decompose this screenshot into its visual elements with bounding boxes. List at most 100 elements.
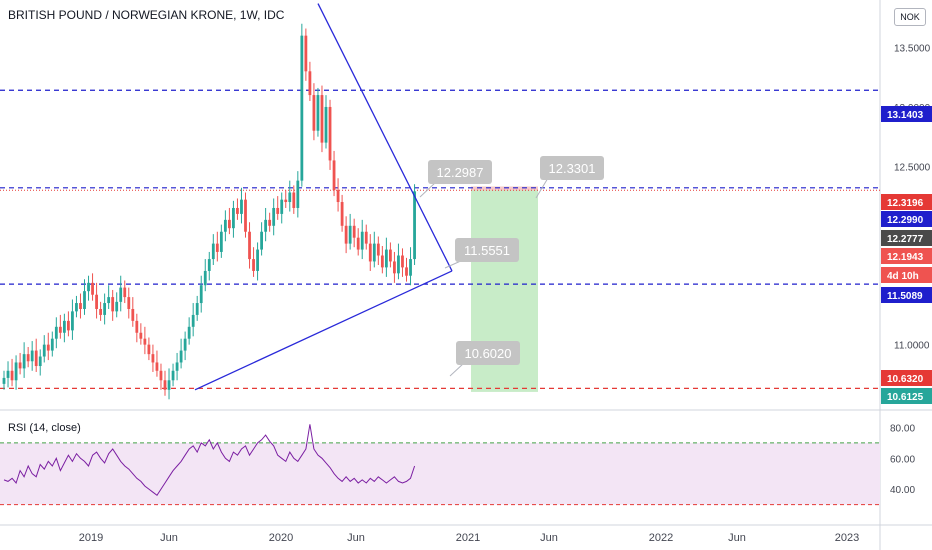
time-label: 2023 [835, 532, 859, 544]
candle-body [42, 344, 46, 357]
time-label: 2022 [649, 532, 673, 544]
price-badge-6: 11.5089 [887, 291, 923, 302]
candle-body [312, 95, 316, 131]
candle-body [215, 243, 219, 252]
rsi-tick: 60.00 [890, 454, 915, 465]
rsi-label: RSI (14, close) [8, 422, 81, 434]
candle-body [67, 320, 70, 331]
candle-body [348, 225, 352, 244]
candle-body [207, 259, 211, 271]
candle-body [219, 231, 223, 252]
candle-body [296, 180, 300, 208]
candle-body [18, 362, 22, 369]
candle-body [401, 255, 404, 268]
candle-body [171, 370, 175, 381]
candle-body [304, 35, 308, 72]
candle-body [252, 259, 255, 271]
callout-pointer [419, 181, 437, 198]
price-tick: 11.0000 [894, 341, 930, 352]
candle-body [284, 199, 288, 203]
currency-badge[interactable]: NOK [894, 8, 926, 26]
candle-body [107, 297, 111, 304]
callout-pointer [535, 177, 549, 199]
price-badge-6-bg [881, 287, 932, 303]
candle-body [236, 207, 239, 214]
candle-body [372, 243, 376, 262]
price-badge-3-bg [881, 230, 932, 246]
candle-body [316, 95, 320, 131]
candle-body [79, 303, 82, 309]
candle-body [54, 326, 58, 339]
candle-body [364, 231, 368, 244]
candle-body [332, 160, 336, 191]
candle-body [91, 282, 94, 295]
candle-body [46, 344, 50, 351]
callout-12-3301-box [540, 156, 604, 180]
candle-body [103, 303, 107, 315]
price-tick: 12.5000 [894, 162, 931, 173]
chart-title: BRITISH POUND / NORWEGIAN KRONE, 1W, IDC [8, 8, 285, 22]
price-badge-0: 13.1403 [887, 110, 924, 121]
candle-body [71, 311, 74, 331]
candle-body [380, 255, 384, 268]
stop-zone [471, 186, 538, 191]
candle-body [123, 287, 127, 298]
candle-body [360, 231, 364, 250]
callout-12-2987-box [428, 160, 492, 184]
rsi-band [0, 442, 880, 505]
candle-body [167, 380, 171, 390]
candle-body [127, 297, 131, 309]
candle-body [320, 95, 324, 143]
candle-body [83, 291, 86, 309]
candle-body [135, 320, 139, 333]
candle-body [14, 362, 18, 381]
candle-body [409, 259, 412, 276]
candle-body [34, 350, 38, 367]
time-label: Jun [728, 532, 746, 544]
candle-body [139, 332, 143, 339]
price-badge-4-bg [881, 248, 932, 264]
candle-body [232, 207, 235, 229]
candle-body [376, 243, 380, 256]
price-badge-3: 12.2777 [887, 234, 924, 245]
callout-pointer [449, 362, 465, 377]
candle-body [384, 249, 388, 268]
callout-10-6020-text: 10.6020 [465, 346, 512, 361]
candle-body [272, 207, 276, 226]
candle-body [308, 71, 312, 96]
candle-body [328, 106, 332, 161]
callout-12-2987-text: 12.2987 [437, 165, 484, 180]
candle-body [155, 362, 159, 371]
candle-body [143, 338, 147, 345]
candle-body [99, 308, 102, 315]
candle-body [292, 192, 296, 208]
candle-body [22, 354, 26, 369]
candle-body [336, 190, 340, 203]
candle-body [405, 267, 408, 276]
candle-body [352, 225, 356, 238]
candle-body [58, 326, 62, 333]
price-badge-0-bg [881, 106, 932, 122]
candle-body [195, 303, 199, 315]
candle-body [26, 354, 30, 362]
candle-body [344, 225, 348, 244]
candle-body [199, 285, 203, 304]
candle-body [159, 370, 163, 381]
time-label: 2020 [269, 532, 293, 544]
candle-body [151, 354, 155, 363]
candle-body [276, 207, 280, 214]
price-badge-1-bg [881, 194, 932, 210]
candle-body [95, 294, 98, 309]
candle-body [50, 338, 54, 351]
candle-body [223, 219, 227, 232]
candle-body [147, 344, 151, 355]
candle-body [179, 350, 183, 363]
candle-body [87, 282, 90, 292]
candle-body [256, 249, 259, 271]
candle-body [324, 106, 328, 143]
price-badge-1: 12.3196 [887, 198, 924, 209]
candle-body [38, 356, 42, 367]
rsi-line [3, 424, 416, 497]
candle-body [131, 308, 135, 321]
